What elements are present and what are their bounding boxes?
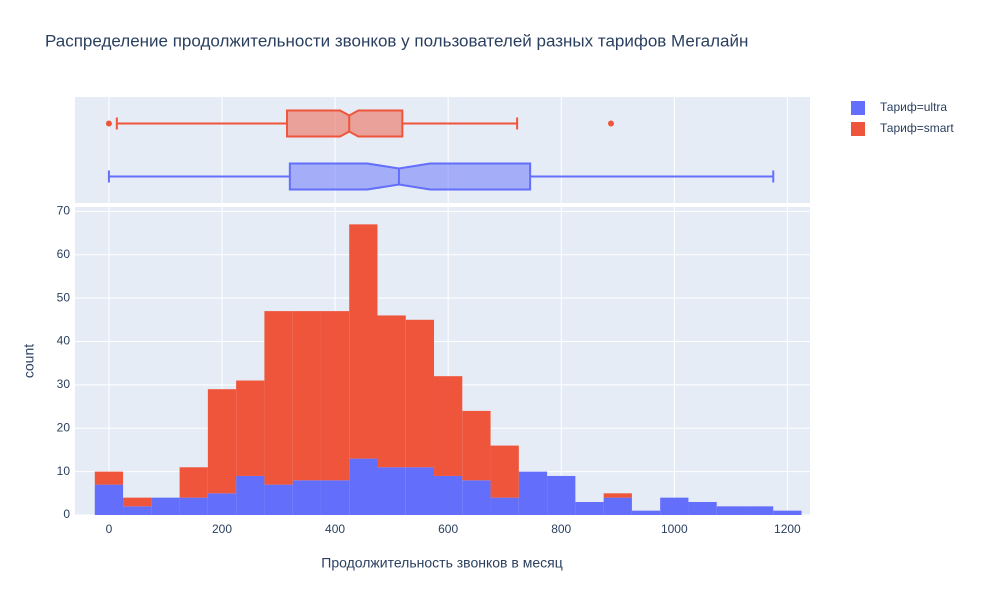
histogram-bar: [264, 484, 293, 515]
histogram-bar: [349, 224, 378, 459]
chart-title: Распределение продолжительности звонков …: [45, 31, 748, 50]
box: [286, 109, 404, 138]
histogram-bar: [434, 376, 463, 476]
histogram-bar: [236, 475, 265, 515]
histogram-bar: [490, 445, 519, 498]
y-tick-label: 50: [57, 290, 71, 304]
x-tick-label: 400: [325, 522, 345, 536]
histogram-bar: [434, 475, 463, 515]
histogram-bar: [320, 480, 350, 515]
histogram-bar: [518, 471, 548, 515]
histogram-bar: [660, 497, 689, 515]
histogram-bar: [462, 410, 491, 481]
y-tick-label: 30: [57, 377, 71, 391]
histogram-bar: [207, 493, 237, 515]
y-tick-label: 10: [57, 464, 71, 478]
x-tick-label: 600: [438, 522, 458, 536]
legend-swatch[interactable]: [851, 122, 865, 136]
histogram-bar: [94, 484, 124, 515]
histogram-bar: [377, 467, 406, 515]
histogram-bar: [179, 497, 208, 515]
histogram-bar: [123, 506, 152, 515]
outlier: [105, 120, 112, 127]
legend-swatch[interactable]: [851, 101, 865, 115]
legend-label[interactable]: Тариф=ultra: [880, 100, 947, 114]
box: [288, 162, 532, 191]
histogram-bar: [547, 475, 576, 515]
histogram-bar: [320, 311, 350, 481]
histogram-bar: [490, 497, 519, 515]
histogram-bar: [462, 480, 491, 515]
histogram-bar: [716, 506, 745, 515]
histogram-bar: [405, 319, 435, 468]
histogram-bar: [236, 380, 265, 476]
histogram-bar: [688, 501, 717, 515]
x-tick-label: 0: [106, 522, 113, 536]
histogram-bar: [264, 311, 293, 485]
histogram-bar: [123, 497, 152, 507]
histogram-bar: [773, 510, 802, 515]
y-tick-label: 20: [57, 420, 71, 434]
y-tick-label: 70: [57, 204, 71, 218]
histogram-bar: [292, 480, 321, 515]
histogram-bar: [631, 510, 661, 515]
histogram-bar: [207, 389, 237, 494]
y-tick-label: 60: [57, 247, 71, 261]
histogram-bar: [405, 467, 435, 515]
histogram-bar: [94, 471, 124, 485]
legend-label[interactable]: Тариф=smart: [880, 121, 954, 135]
x-tick-label: 200: [212, 522, 232, 536]
histogram-bar: [377, 315, 406, 468]
y-tick-label: 40: [57, 334, 71, 348]
histogram-bar: [179, 467, 208, 498]
histogram-bar: [575, 501, 604, 515]
x-tick-label: 800: [551, 522, 571, 536]
histogram-bar: [603, 497, 632, 515]
x-axis-title: Продолжительность звонков в месяц: [321, 555, 562, 571]
histogram-bar: [151, 497, 180, 515]
y-tick-label: 0: [63, 507, 70, 521]
histogram-bar: [744, 506, 774, 515]
histogram-bar: [292, 311, 321, 481]
y-axis-title: count: [21, 344, 37, 378]
outlier: [607, 120, 614, 127]
x-tick-label: 1000: [661, 522, 688, 536]
histogram-bar: [603, 493, 632, 498]
histogram-bar: [349, 458, 378, 515]
x-tick-label: 1200: [774, 522, 801, 536]
